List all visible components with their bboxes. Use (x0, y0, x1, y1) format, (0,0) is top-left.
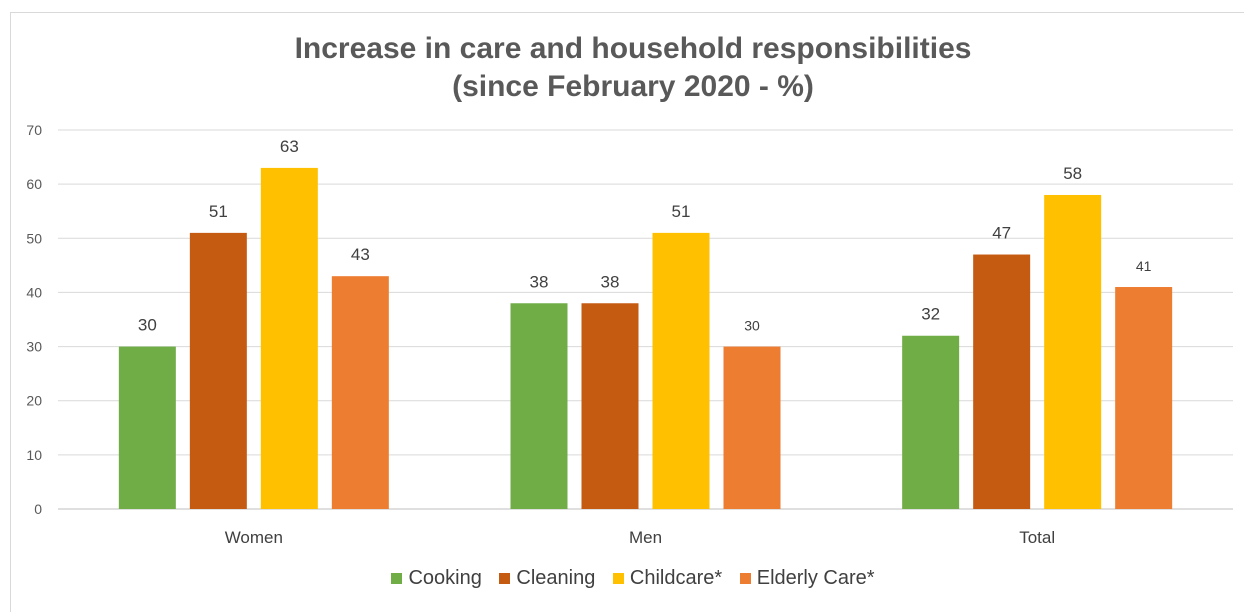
data-label-total-cooking: 32 (921, 305, 940, 324)
legend-item-childcare: Childcare* (612, 567, 723, 590)
legend-label-cleaning: Cleaning (516, 567, 596, 589)
legend-label-elderly-care: Elderly Care* (756, 567, 875, 589)
y-tick-label-0: 0 (34, 501, 42, 517)
bar-men-cooking (510, 303, 568, 509)
bar-total-elderly-care (1115, 287, 1173, 509)
legend-swatch-childcare (612, 573, 624, 584)
data-label-women-elderly-care: 43 (351, 245, 370, 264)
chart-frame (10, 12, 1244, 612)
bar-women-childcare (260, 167, 318, 509)
data-label-total-childcare: 58 (1063, 164, 1082, 183)
y-tick-label-10: 10 (26, 447, 42, 463)
y-tick-label-40: 40 (26, 284, 42, 300)
y-tick-label-60: 60 (26, 176, 42, 192)
data-label-women-cleaning: 51 (209, 202, 228, 221)
data-label-total-elderly-care: 41 (1136, 258, 1152, 274)
bar-men-cleaning (581, 303, 639, 509)
bar-total-childcare (1044, 194, 1102, 509)
legend-swatch-cooking (391, 573, 403, 584)
y-tick-label-70: 70 (26, 122, 42, 138)
data-label-women-childcare: 63 (280, 137, 299, 156)
x-tick-label-women: Women (225, 528, 283, 547)
legend-item-cooking: Cooking (391, 567, 482, 590)
bar-women-cooking (118, 346, 176, 509)
y-tick-label-50: 50 (26, 230, 42, 246)
x-tick-label-men: Men (629, 528, 662, 547)
data-label-total-cleaning: 47 (992, 224, 1011, 243)
legend: Cooking Cleaning Childcare* Elderly Care… (0, 567, 1246, 590)
legend-swatch-elderly-care (739, 573, 751, 584)
x-tick-label-total: Total (1019, 528, 1055, 547)
bar-total-cleaning (973, 254, 1031, 509)
bar-men-childcare (652, 232, 710, 509)
data-label-women-cooking: 30 (138, 316, 157, 335)
bar-women-cleaning (189, 232, 247, 509)
data-label-men-elderly-care: 30 (744, 318, 760, 334)
bar-men-elderly-care (723, 346, 781, 509)
legend-label-childcare: Childcare* (629, 567, 723, 589)
bar-total-cooking (902, 335, 960, 509)
y-tick-label-20: 20 (26, 393, 42, 409)
data-label-men-childcare: 51 (672, 202, 691, 221)
data-label-men-cooking: 38 (530, 272, 549, 291)
data-label-men-cleaning: 38 (601, 272, 620, 291)
legend-item-cleaning: Cleaning (499, 567, 595, 590)
chart-title-line1: Increase in care and household responsib… (294, 32, 972, 65)
legend-swatch-cleaning (499, 573, 511, 584)
chart-title-line2: (since February 2020 - %) (452, 70, 814, 103)
legend-label-cooking: Cooking (408, 567, 482, 589)
y-tick-label-30: 30 (26, 339, 42, 355)
chart-title: Increase in care and household responsib… (0, 30, 1246, 106)
legend-item-elderly-care: Elderly Care* (739, 567, 875, 590)
bar-women-elderly-care (331, 276, 389, 509)
